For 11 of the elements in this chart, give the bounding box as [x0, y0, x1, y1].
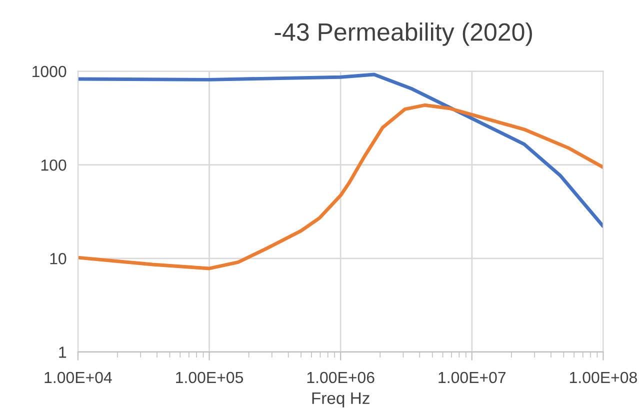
- x-axis-title: Freq Hz: [312, 392, 370, 408]
- y-tick-label: 1: [59, 346, 66, 358]
- x-tick-label: 1.00E+05: [176, 372, 244, 384]
- x-tick-label: 1.00E+06: [307, 372, 374, 384]
- y-tick-label: 100: [41, 159, 66, 171]
- x-tick-label: 1.00E+08: [570, 372, 637, 384]
- x-tick-label: 1.00E+07: [438, 372, 506, 384]
- y-tick-label: 1000: [32, 66, 66, 78]
- y-tick-label: 10: [50, 253, 66, 264]
- x-tick-label: 1.00E+04: [44, 372, 112, 384]
- chart-title: -43 Permeability (2020): [274, 22, 532, 46]
